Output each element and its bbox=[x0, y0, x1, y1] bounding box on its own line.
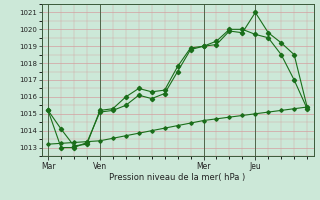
X-axis label: Pression niveau de la mer( hPa ): Pression niveau de la mer( hPa ) bbox=[109, 173, 246, 182]
